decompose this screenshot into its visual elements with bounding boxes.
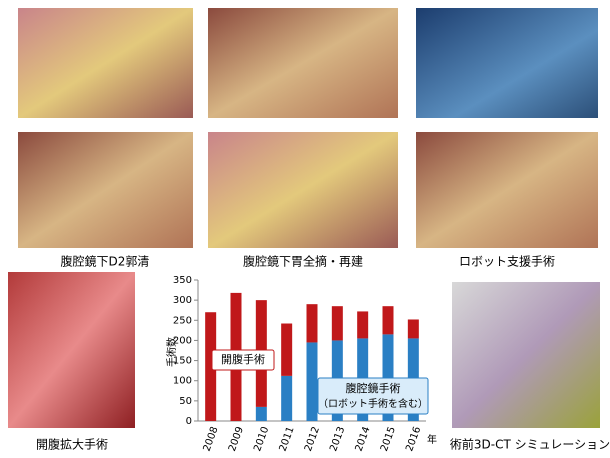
caption: 腹腔鏡下胃全摘・再建 xyxy=(243,254,363,269)
y-tick-label: 250 xyxy=(173,315,192,326)
bar-segment xyxy=(407,319,419,339)
bar-segment xyxy=(331,306,343,341)
bar-segment xyxy=(205,312,217,421)
y-tick-label: 0 xyxy=(186,416,192,427)
photo xyxy=(18,132,193,248)
bar-segment xyxy=(255,406,267,421)
legend-box xyxy=(211,349,275,371)
photo xyxy=(8,272,135,428)
y-tick-label: 350 xyxy=(173,275,192,286)
bar-segment xyxy=(306,342,318,421)
x-tick-label: 2010 xyxy=(252,425,271,453)
y-tick-label: 100 xyxy=(173,376,192,387)
legend-note: （ロボット手術を含む） xyxy=(318,397,428,410)
y-tick-label: 50 xyxy=(179,396,192,407)
photo xyxy=(452,282,600,428)
photo xyxy=(416,8,598,118)
bar-segment xyxy=(357,311,369,339)
x-tick-label: 2008 xyxy=(202,425,221,453)
photo xyxy=(208,132,398,248)
y-tick-label: 300 xyxy=(173,295,192,306)
photo xyxy=(18,8,193,118)
legend-label: 開腹手術 xyxy=(221,352,265,366)
x-tick-label: 2016 xyxy=(404,425,423,453)
bar-segment xyxy=(281,323,293,376)
x-tick-label: 2015 xyxy=(379,425,398,453)
caption: 術前3D-CT シミュレーション xyxy=(450,437,610,452)
caption: 開腹拡大手術 xyxy=(36,438,108,452)
y-tick-label: 150 xyxy=(173,356,192,367)
x-axis-label: 年 xyxy=(427,433,437,446)
x-tick-label: 2011 xyxy=(278,425,297,453)
bar-segment xyxy=(382,306,394,335)
y-axis-label: 手術数 xyxy=(165,337,178,367)
bar-segment xyxy=(306,304,318,343)
x-tick-label: 2014 xyxy=(354,425,373,453)
photo xyxy=(208,8,398,118)
photo xyxy=(416,132,598,248)
y-tick-label: 200 xyxy=(173,335,192,346)
bar-segment xyxy=(281,375,293,421)
x-tick-label: 2013 xyxy=(328,425,347,453)
x-tick-label: 2012 xyxy=(303,425,322,453)
legend-label: 腹腔鏡手術 xyxy=(346,381,401,395)
legend-box xyxy=(317,377,429,415)
caption: 腹腔鏡下D2郭清 xyxy=(61,254,150,269)
caption: ロボット支援手術 xyxy=(459,255,555,269)
x-tick-label: 2009 xyxy=(227,425,246,453)
